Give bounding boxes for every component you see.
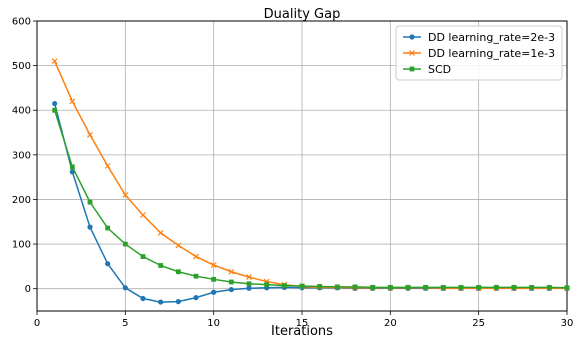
data-point bbox=[493, 284, 499, 290]
chart-title: Duality Gap bbox=[264, 7, 341, 22]
data-point bbox=[52, 107, 58, 113]
y-tick-label: 600 bbox=[12, 17, 31, 28]
data-point bbox=[228, 286, 234, 293]
series-2 bbox=[51, 58, 570, 292]
data-point bbox=[246, 274, 252, 281]
data-point bbox=[211, 289, 217, 295]
data-point bbox=[193, 253, 199, 260]
data-point bbox=[122, 285, 128, 291]
data-point bbox=[458, 284, 464, 290]
data-point bbox=[476, 284, 482, 290]
data-point bbox=[140, 254, 146, 259]
x-tick-label: 10 bbox=[207, 318, 220, 329]
data-point bbox=[228, 279, 234, 285]
y-tick-label: 500 bbox=[12, 61, 31, 72]
data-point bbox=[246, 285, 252, 291]
legend-label: DD learning_rate=1e-3 bbox=[428, 47, 555, 60]
x-tick-label: 5 bbox=[122, 318, 128, 329]
data-point bbox=[105, 225, 111, 231]
data-point bbox=[122, 192, 129, 198]
data-point bbox=[529, 284, 535, 290]
series-line bbox=[53, 110, 568, 289]
y-tick-label: 300 bbox=[12, 150, 31, 161]
legend-item: DD learning_rate=1e-3 bbox=[403, 47, 555, 60]
data-point bbox=[299, 283, 305, 289]
data-point bbox=[317, 284, 323, 289]
x-tick-label: 30 bbox=[561, 318, 574, 329]
legend-item: DD learning_rate=2e-3 bbox=[403, 31, 555, 44]
data-point bbox=[246, 281, 252, 287]
data-point bbox=[51, 58, 58, 65]
data-point bbox=[352, 284, 358, 290]
data-point bbox=[158, 299, 164, 305]
y-tick-label: 200 bbox=[12, 195, 31, 206]
data-point bbox=[405, 284, 411, 290]
legend-box bbox=[395, 25, 563, 81]
data-point bbox=[564, 285, 570, 291]
data-point bbox=[264, 282, 270, 288]
data-point bbox=[210, 262, 217, 268]
legend-marker bbox=[409, 34, 415, 40]
legend-label: DD learning_rate=2e-3 bbox=[428, 31, 555, 44]
data-point bbox=[175, 269, 181, 275]
data-point bbox=[228, 268, 235, 275]
x-tick-label: 15 bbox=[296, 318, 309, 329]
data-point bbox=[87, 224, 93, 230]
x-axis-label: Iterations bbox=[271, 324, 333, 339]
data-point bbox=[175, 242, 182, 249]
data-point bbox=[193, 273, 199, 279]
legend-marker bbox=[409, 66, 415, 72]
x-tick-label: 20 bbox=[384, 318, 397, 329]
data-point bbox=[140, 212, 146, 219]
data-point bbox=[387, 284, 393, 290]
legend-label: SCD bbox=[428, 63, 451, 76]
series-line bbox=[53, 60, 567, 289]
data-point bbox=[69, 98, 76, 105]
data-point bbox=[140, 295, 146, 302]
y-tick-label: 400 bbox=[12, 106, 31, 117]
series-3 bbox=[52, 107, 570, 291]
data-point bbox=[334, 284, 340, 290]
data-point bbox=[105, 261, 111, 267]
y-tick-label: 0 bbox=[25, 284, 31, 295]
data-point bbox=[175, 299, 181, 305]
data-point bbox=[546, 284, 552, 290]
data-point bbox=[158, 263, 164, 268]
data-point bbox=[87, 131, 93, 138]
legend-marker bbox=[409, 50, 415, 56]
x-tick-label: 0 bbox=[34, 318, 40, 329]
data-point bbox=[122, 241, 128, 247]
data-point bbox=[52, 100, 58, 107]
y-tick-label: 100 bbox=[12, 240, 31, 251]
data-point bbox=[370, 284, 376, 290]
data-point bbox=[423, 284, 429, 290]
legend-item: SCD bbox=[403, 63, 451, 76]
series-lines bbox=[51, 58, 570, 305]
data-point bbox=[87, 199, 93, 205]
data-point bbox=[211, 276, 217, 282]
data-point bbox=[440, 284, 446, 290]
data-point bbox=[511, 284, 517, 290]
data-point bbox=[157, 229, 164, 236]
data-point bbox=[104, 163, 111, 169]
data-point bbox=[69, 164, 75, 170]
x-tick-label: 25 bbox=[472, 318, 485, 329]
data-point bbox=[281, 283, 287, 288]
data-point bbox=[193, 295, 199, 301]
legend: DD learning_rate=2e-3 DD learning_rate=1e… bbox=[395, 25, 563, 81]
series-1 bbox=[52, 100, 570, 305]
